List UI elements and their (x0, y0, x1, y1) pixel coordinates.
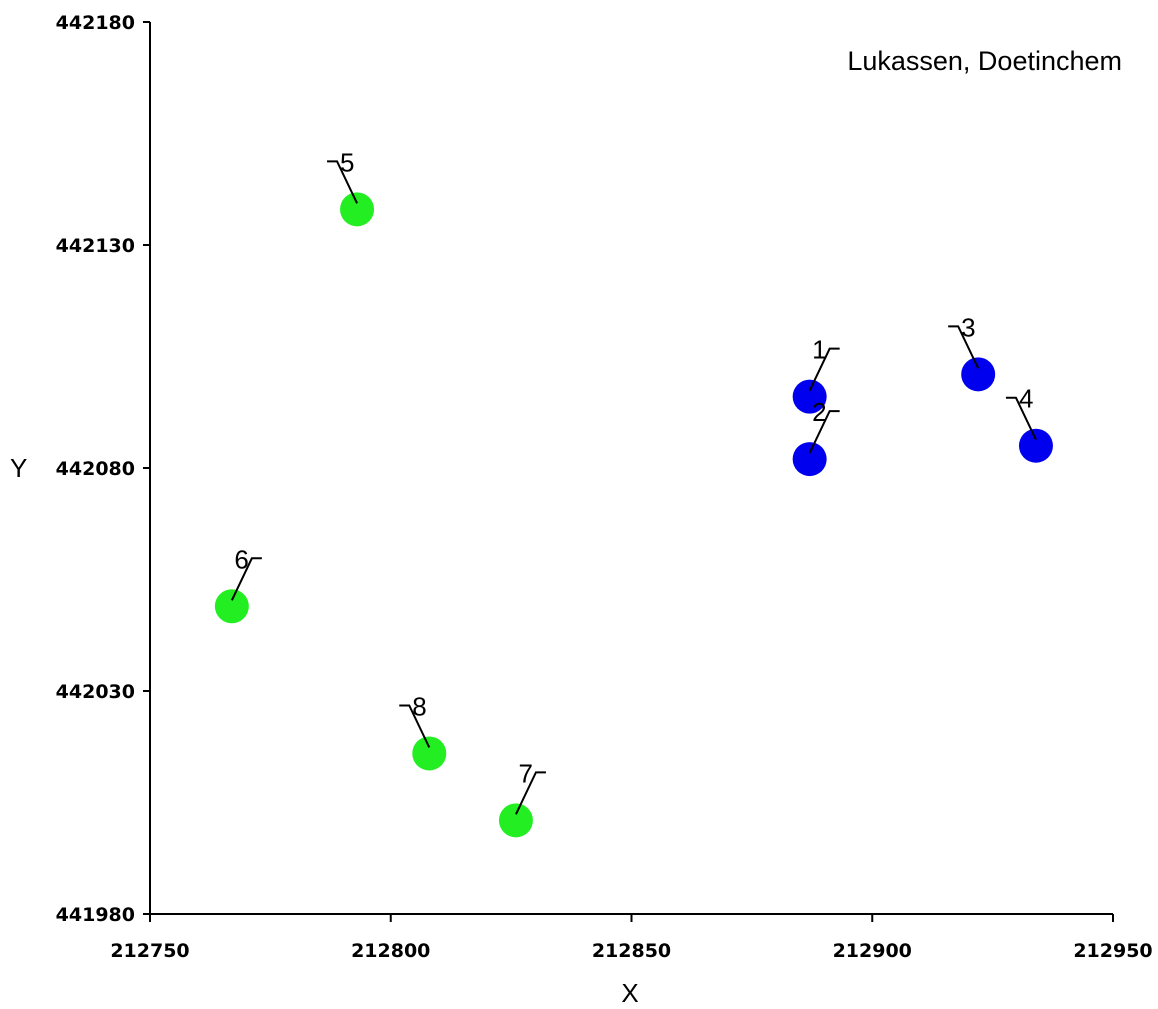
point-marker (1018, 428, 1053, 463)
data-point-3: 3 (948, 312, 996, 392)
leader-line (948, 325, 980, 369)
leader-line (399, 704, 431, 748)
data-point-7: 7 (498, 758, 546, 838)
leader-line (808, 410, 840, 454)
x-axis-title: X (621, 978, 638, 1008)
point-marker (792, 442, 827, 477)
point-label: 8 (412, 691, 426, 721)
y-tick-label: 441980 (56, 904, 135, 926)
point-label: 6 (234, 544, 248, 574)
leader-line (515, 771, 546, 815)
point-marker (498, 803, 533, 838)
y-axis-title: Y (10, 453, 27, 483)
point-marker (412, 736, 447, 771)
data-point-6: 6 (214, 544, 262, 624)
y-tick-label: 442030 (56, 681, 135, 703)
data-point-2: 2 (792, 397, 840, 477)
point-label: 7 (518, 758, 532, 788)
data-point-5: 5 (327, 147, 375, 227)
data-point-8: 8 (399, 691, 447, 771)
x-tick-label: 212850 (592, 940, 671, 962)
point-marker (340, 192, 375, 227)
x-tick-label: 212750 (110, 940, 189, 962)
leader-line (230, 557, 262, 601)
point-label: 3 (961, 312, 975, 342)
point-marker (214, 589, 249, 624)
y-tick-label: 442130 (56, 235, 135, 257)
chart-title: Lukassen, Doetinchem (847, 46, 1122, 76)
point-label: 2 (812, 397, 826, 427)
data-point-4: 4 (1005, 384, 1053, 463)
point-marker (961, 357, 996, 392)
point-label: 5 (340, 147, 354, 177)
point-label: 1 (812, 335, 826, 365)
x-tick-label: 212950 (1073, 940, 1152, 962)
point-label: 4 (1019, 384, 1033, 414)
x-tick-label: 212900 (833, 940, 912, 962)
leader-line (327, 160, 358, 204)
data-point-1: 1 (792, 335, 840, 414)
point-marker (792, 379, 827, 414)
leader-line (808, 347, 840, 392)
data-points: 1 2 3 4 5 6 7 8 (214, 147, 1053, 838)
x-tick-label: 212800 (351, 940, 430, 962)
axis-ticks: 212750 212800 212850 212900 212950 442180 4421… (56, 12, 1153, 962)
y-tick-label: 442180 (56, 12, 135, 34)
leader-line (1005, 396, 1037, 441)
y-tick-label: 442080 (56, 458, 135, 480)
